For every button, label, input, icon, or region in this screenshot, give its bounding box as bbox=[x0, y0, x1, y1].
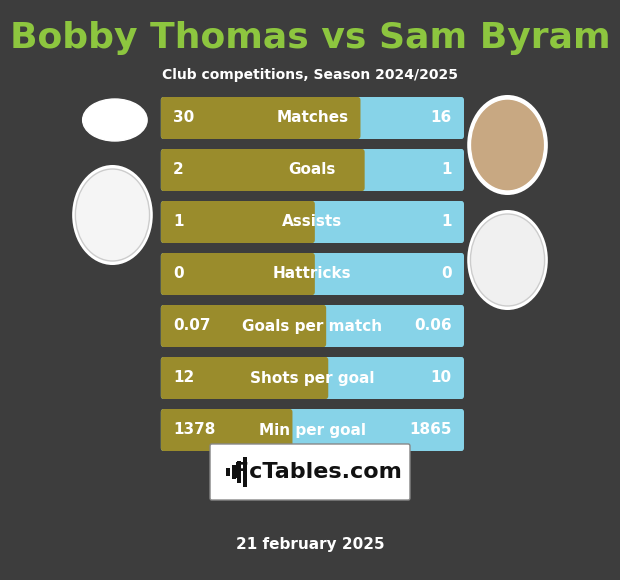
FancyBboxPatch shape bbox=[161, 305, 326, 347]
Circle shape bbox=[471, 214, 544, 306]
Circle shape bbox=[467, 210, 548, 310]
Text: Bobby Thomas vs Sam Byram: Bobby Thomas vs Sam Byram bbox=[10, 21, 610, 55]
FancyBboxPatch shape bbox=[161, 305, 464, 347]
Text: Goals per match: Goals per match bbox=[242, 318, 383, 333]
Text: 1: 1 bbox=[441, 215, 452, 230]
Text: 10: 10 bbox=[431, 371, 452, 386]
Text: Club competitions, Season 2024/2025: Club competitions, Season 2024/2025 bbox=[162, 68, 458, 82]
FancyBboxPatch shape bbox=[161, 97, 360, 139]
Circle shape bbox=[467, 95, 548, 195]
Text: 21 february 2025: 21 february 2025 bbox=[236, 538, 384, 553]
Text: 1: 1 bbox=[441, 162, 452, 177]
Text: 0: 0 bbox=[173, 266, 184, 281]
FancyBboxPatch shape bbox=[226, 468, 230, 476]
Text: 1378: 1378 bbox=[173, 422, 215, 437]
FancyBboxPatch shape bbox=[161, 97, 464, 139]
FancyBboxPatch shape bbox=[161, 357, 464, 399]
Text: 1: 1 bbox=[173, 215, 184, 230]
FancyBboxPatch shape bbox=[161, 253, 315, 295]
FancyBboxPatch shape bbox=[161, 409, 464, 451]
FancyBboxPatch shape bbox=[210, 444, 410, 500]
FancyBboxPatch shape bbox=[161, 201, 315, 243]
Text: 1865: 1865 bbox=[409, 422, 452, 437]
Text: Hattricks: Hattricks bbox=[273, 266, 352, 281]
Ellipse shape bbox=[82, 99, 147, 141]
Text: Goals: Goals bbox=[289, 162, 336, 177]
FancyBboxPatch shape bbox=[161, 149, 464, 191]
Text: 0.06: 0.06 bbox=[414, 318, 452, 333]
FancyBboxPatch shape bbox=[161, 253, 464, 295]
FancyBboxPatch shape bbox=[237, 461, 241, 483]
Circle shape bbox=[72, 165, 153, 265]
Text: 30: 30 bbox=[173, 111, 194, 125]
Text: 0: 0 bbox=[441, 266, 452, 281]
FancyBboxPatch shape bbox=[161, 357, 328, 399]
Text: FcTables.com: FcTables.com bbox=[234, 462, 402, 482]
Text: 12: 12 bbox=[173, 371, 194, 386]
Text: Min per goal: Min per goal bbox=[259, 422, 366, 437]
Circle shape bbox=[76, 169, 149, 261]
Text: Assists: Assists bbox=[282, 215, 342, 230]
FancyBboxPatch shape bbox=[161, 149, 365, 191]
FancyBboxPatch shape bbox=[161, 409, 293, 451]
Text: 0.07: 0.07 bbox=[173, 318, 210, 333]
Text: Shots per goal: Shots per goal bbox=[250, 371, 374, 386]
Text: 2: 2 bbox=[173, 162, 184, 177]
Text: 16: 16 bbox=[431, 111, 452, 125]
FancyBboxPatch shape bbox=[243, 457, 247, 487]
Text: Matches: Matches bbox=[277, 111, 348, 125]
FancyBboxPatch shape bbox=[161, 201, 464, 243]
FancyBboxPatch shape bbox=[232, 465, 236, 479]
Circle shape bbox=[471, 99, 544, 191]
